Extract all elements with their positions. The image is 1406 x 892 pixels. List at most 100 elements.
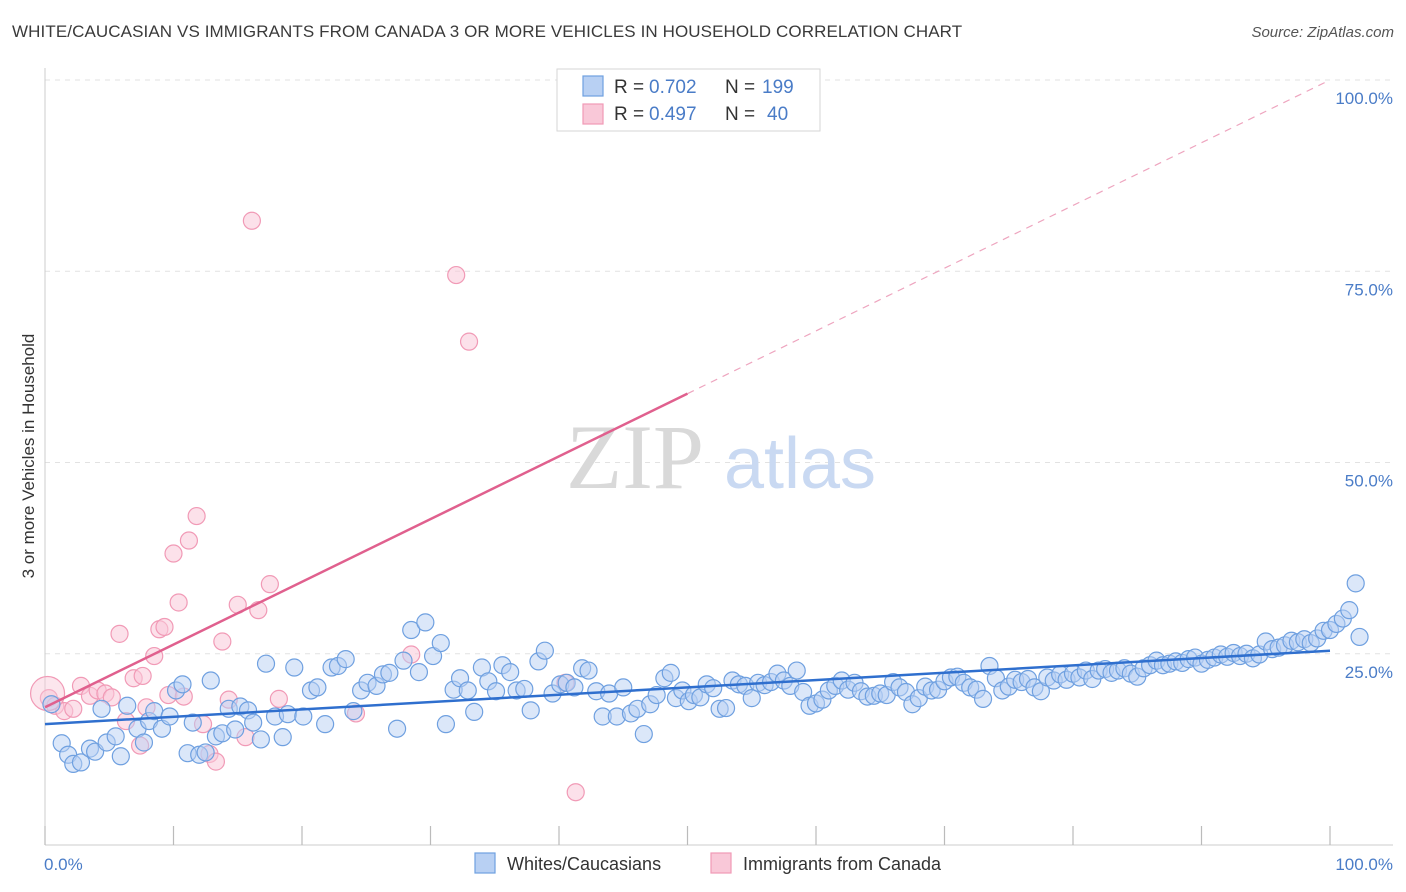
y-tick-labels: 25.0% 50.0% 75.0% 100.0% (1335, 89, 1393, 682)
point-whites (201, 671, 220, 690)
point-whites (431, 633, 450, 653)
point-whites (501, 663, 520, 682)
point-whites (173, 675, 192, 694)
y-tick-label-100: 100.0% (1335, 89, 1393, 108)
point-whites (118, 696, 137, 715)
point-immigrants (260, 575, 279, 594)
point-immigrants (64, 699, 83, 718)
bottom-legend: Whites/Caucasians Immigrants from Canada (474, 852, 942, 874)
point-immigrants (164, 544, 183, 563)
point-immigrants (447, 265, 466, 285)
trend-line-immigrants (44, 392, 689, 709)
top-legend: R = 0.702 N = 199 R = 0.497 N = 40 (556, 68, 821, 132)
point-whites (465, 702, 484, 721)
y-tick-label-25: 25.0% (1345, 663, 1393, 682)
point-whites (436, 715, 456, 734)
point-whites (273, 728, 292, 747)
point-whites (716, 698, 736, 718)
point-whites (409, 663, 429, 682)
point-whites (251, 730, 270, 749)
point-whites (1346, 574, 1365, 593)
legend-n-value-blue: 199 (762, 77, 794, 98)
bottom-legend-swatch-pink (710, 852, 732, 874)
point-whites (111, 747, 130, 766)
x-tick-label-0: 0.0% (44, 855, 83, 874)
point-whites (565, 678, 584, 697)
watermark-atlas: atlas (724, 424, 876, 504)
point-whites (316, 715, 335, 734)
bottom-legend-label-blue: Whites/Caucasians (507, 854, 661, 874)
point-whites (106, 727, 125, 746)
legend-r-label-blue: R = (614, 77, 644, 98)
point-whites (308, 678, 327, 697)
point-whites (579, 661, 598, 680)
point-whites (244, 713, 263, 732)
point-whites (1350, 627, 1369, 647)
watermark: ZIP atlas (566, 406, 876, 508)
point-whites (787, 661, 806, 680)
point-whites (535, 641, 554, 660)
point-whites (647, 685, 666, 705)
legend-r-value-blue: 0.702 (649, 77, 697, 98)
point-whites (92, 699, 111, 718)
bottom-legend-swatch-blue (474, 852, 496, 874)
x-tick-label-100: 100.0% (1335, 855, 1393, 874)
point-whites (134, 733, 154, 752)
point-whites (416, 613, 435, 632)
point-immigrants (459, 332, 479, 351)
point-immigrants (213, 632, 232, 651)
trend-line-whites (44, 649, 1331, 726)
source-credit: Source: ZipAtlas.com (1251, 24, 1394, 41)
point-whites (1340, 601, 1359, 620)
point-whites (486, 682, 506, 701)
chart-title: WHITE/CAUCASIAN VS IMMIGRANTS FROM CANAD… (12, 22, 963, 41)
y-axis-title: 3 or more Vehicles in Household (19, 334, 38, 579)
point-whites (336, 650, 355, 669)
point-whites (521, 701, 540, 720)
legend-swatch-blue (582, 75, 604, 97)
watermark-zip: ZIP (566, 406, 704, 508)
point-whites (402, 620, 421, 640)
point-whites (226, 720, 245, 739)
legend-r-value-pink: 0.497 (649, 104, 697, 125)
point-whites (661, 663, 680, 682)
point-immigrants (110, 624, 129, 643)
point-immigrants (269, 689, 288, 708)
point-whites (742, 689, 761, 708)
y-tick-label-50: 50.0% (1345, 472, 1393, 491)
point-whites (394, 651, 413, 670)
trend-line-immigrants-extension (687, 79, 1331, 395)
point-immigrants (566, 783, 585, 802)
legend-n-label-pink: N = (725, 104, 755, 125)
point-whites (380, 663, 399, 682)
point-whites (71, 753, 91, 772)
y-tick-label-75: 75.0% (1345, 280, 1393, 299)
point-whites (973, 689, 993, 708)
point-whites (614, 678, 633, 697)
trend-lines (44, 79, 1331, 726)
point-whites (515, 679, 534, 699)
point-immigrants (179, 531, 199, 550)
point-whites (634, 724, 653, 744)
point-immigrants (102, 688, 121, 707)
point-whites (458, 681, 477, 700)
point-whites (278, 705, 297, 724)
point-whites (183, 713, 202, 732)
axes (44, 68, 1393, 846)
point-immigrants (187, 506, 206, 526)
bottom-legend-label-pink: Immigrants from Canada (743, 854, 942, 874)
legend-n-value-pink: 40 (767, 104, 788, 125)
point-immigrants (133, 666, 152, 686)
point-whites (285, 658, 304, 677)
legend-swatch-pink (582, 103, 604, 125)
legend-n-label-blue: N = (725, 77, 755, 98)
point-whites (256, 654, 276, 673)
point-whites (294, 707, 313, 726)
point-immigrants (155, 617, 174, 637)
point-whites (387, 719, 407, 738)
blue-points (42, 574, 1369, 774)
point-whites (196, 743, 215, 762)
legend-r-label-pink: R = (614, 104, 644, 125)
grid-lines (45, 79, 1393, 655)
